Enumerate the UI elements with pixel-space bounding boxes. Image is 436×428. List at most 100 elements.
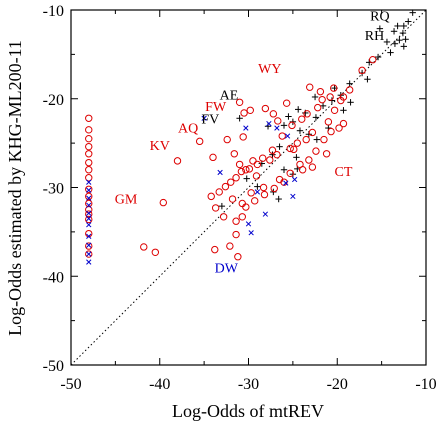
data-point-circle: [140, 243, 148, 251]
data-point-circle: [306, 83, 314, 91]
data-points: [85, 9, 416, 265]
data-point-circle: [209, 153, 217, 162]
data-point-circle: [228, 195, 237, 203]
data-point-circle: [286, 144, 294, 153]
data-point-plus: [383, 38, 391, 46]
data-point-circle: [234, 253, 242, 261]
annotation-fw: FW: [205, 100, 227, 115]
data-point-cross: [86, 179, 92, 185]
data-point-circle: [245, 165, 254, 173]
data-point-plus: [364, 76, 371, 83]
data-point-cross: [274, 125, 280, 131]
data-point-circle: [308, 128, 317, 137]
y-tick-labels: -50 -40 -30 -20 -10: [43, 3, 64, 375]
data-point-circle: [298, 166, 307, 174]
data-point-circle: [286, 169, 294, 178]
data-point-circle: [227, 178, 235, 186]
x-tick-label: -30: [238, 376, 259, 393]
data-point-plus: [400, 22, 408, 30]
data-point-cross: [217, 169, 223, 176]
data-point-cross: [248, 230, 254, 236]
data-point-circle: [259, 183, 268, 192]
data-point-plus: [280, 166, 288, 173]
data-point-circle: [238, 199, 246, 208]
data-point-circle: [268, 146, 277, 154]
annotation-dw: DW: [215, 262, 239, 277]
data-point-circle: [266, 156, 274, 164]
data-point-circle: [85, 142, 93, 151]
data-point-circle: [275, 175, 284, 184]
data-point-circle: [249, 157, 257, 165]
data-point-circle: [247, 189, 255, 197]
data-point-circle: [339, 119, 348, 128]
data-point-circle: [85, 114, 93, 122]
data-point-plus: [400, 43, 408, 50]
data-point-circle: [85, 185, 93, 193]
x-tick-label: -40: [149, 376, 170, 393]
data-point-circle: [235, 160, 244, 169]
data-point-circle: [215, 188, 223, 196]
data-point-plus: [347, 99, 354, 106]
data-point-circle: [261, 104, 270, 113]
data-point-circle: [314, 103, 322, 112]
y-tick-label: -40: [43, 269, 64, 286]
data-point-cross: [86, 251, 92, 257]
data-point-circle: [173, 157, 182, 165]
data-point-circle: [322, 150, 331, 158]
data-point-circle: [85, 242, 93, 250]
data-point-plus: [269, 151, 276, 158]
data-point-plus: [243, 175, 250, 182]
annotation-fv: FV: [201, 113, 219, 128]
axis-ticks: [70, 9, 427, 366]
data-point-circle: [269, 110, 278, 118]
data-point-circle: [273, 150, 281, 159]
data-point-plus: [405, 18, 412, 25]
data-point-plus: [254, 183, 261, 190]
data-point-circle: [312, 147, 320, 155]
data-point-circle: [85, 210, 93, 218]
data-point-circle: [85, 126, 93, 134]
data-point-plus: [218, 202, 226, 210]
data-point-circle: [320, 135, 328, 144]
data-point-circle: [358, 66, 366, 75]
data-point-circle: [240, 109, 248, 117]
data-point-circle: [232, 230, 240, 239]
data-point-plus: [276, 143, 283, 150]
data-point-circle: [246, 106, 254, 114]
data-point-circle: [298, 115, 306, 123]
data-point-plus: [394, 22, 401, 30]
data-point-plus: [295, 106, 302, 113]
data-point-plus: [390, 28, 398, 35]
data-point-cross: [201, 115, 207, 121]
data-point-cross: [266, 120, 272, 127]
data-point-cross: [86, 242, 92, 248]
x-tick-label: -10: [415, 376, 436, 393]
data-point-circle: [151, 248, 160, 256]
data-point-circle: [85, 215, 93, 224]
data-point-circle: [159, 198, 168, 207]
data-point-cross: [86, 195, 92, 201]
data-point-circle: [293, 139, 302, 147]
annotation-wy: WY: [258, 62, 281, 77]
data-point-circle: [237, 167, 246, 176]
data-point-circle: [85, 158, 93, 167]
data-point-cross: [86, 210, 92, 216]
data-point-circle: [239, 133, 247, 141]
data-point-plus: [340, 107, 347, 114]
data-point-cross: [283, 180, 289, 186]
data-point-circle: [251, 197, 259, 205]
data-point-plus: [312, 114, 320, 121]
data-point-circle: [274, 117, 282, 125]
data-point-circle: [316, 87, 325, 96]
x-tick-label: -20: [327, 376, 348, 393]
annotation-gm: GM: [115, 192, 138, 207]
data-point-plus: [313, 136, 321, 143]
data-point-circle: [232, 217, 240, 225]
data-point-circle: [238, 213, 246, 221]
data-point-circle: [226, 242, 234, 250]
data-point-circle: [211, 245, 219, 254]
data-point-cross: [290, 193, 296, 200]
data-point-cross: [291, 176, 298, 183]
